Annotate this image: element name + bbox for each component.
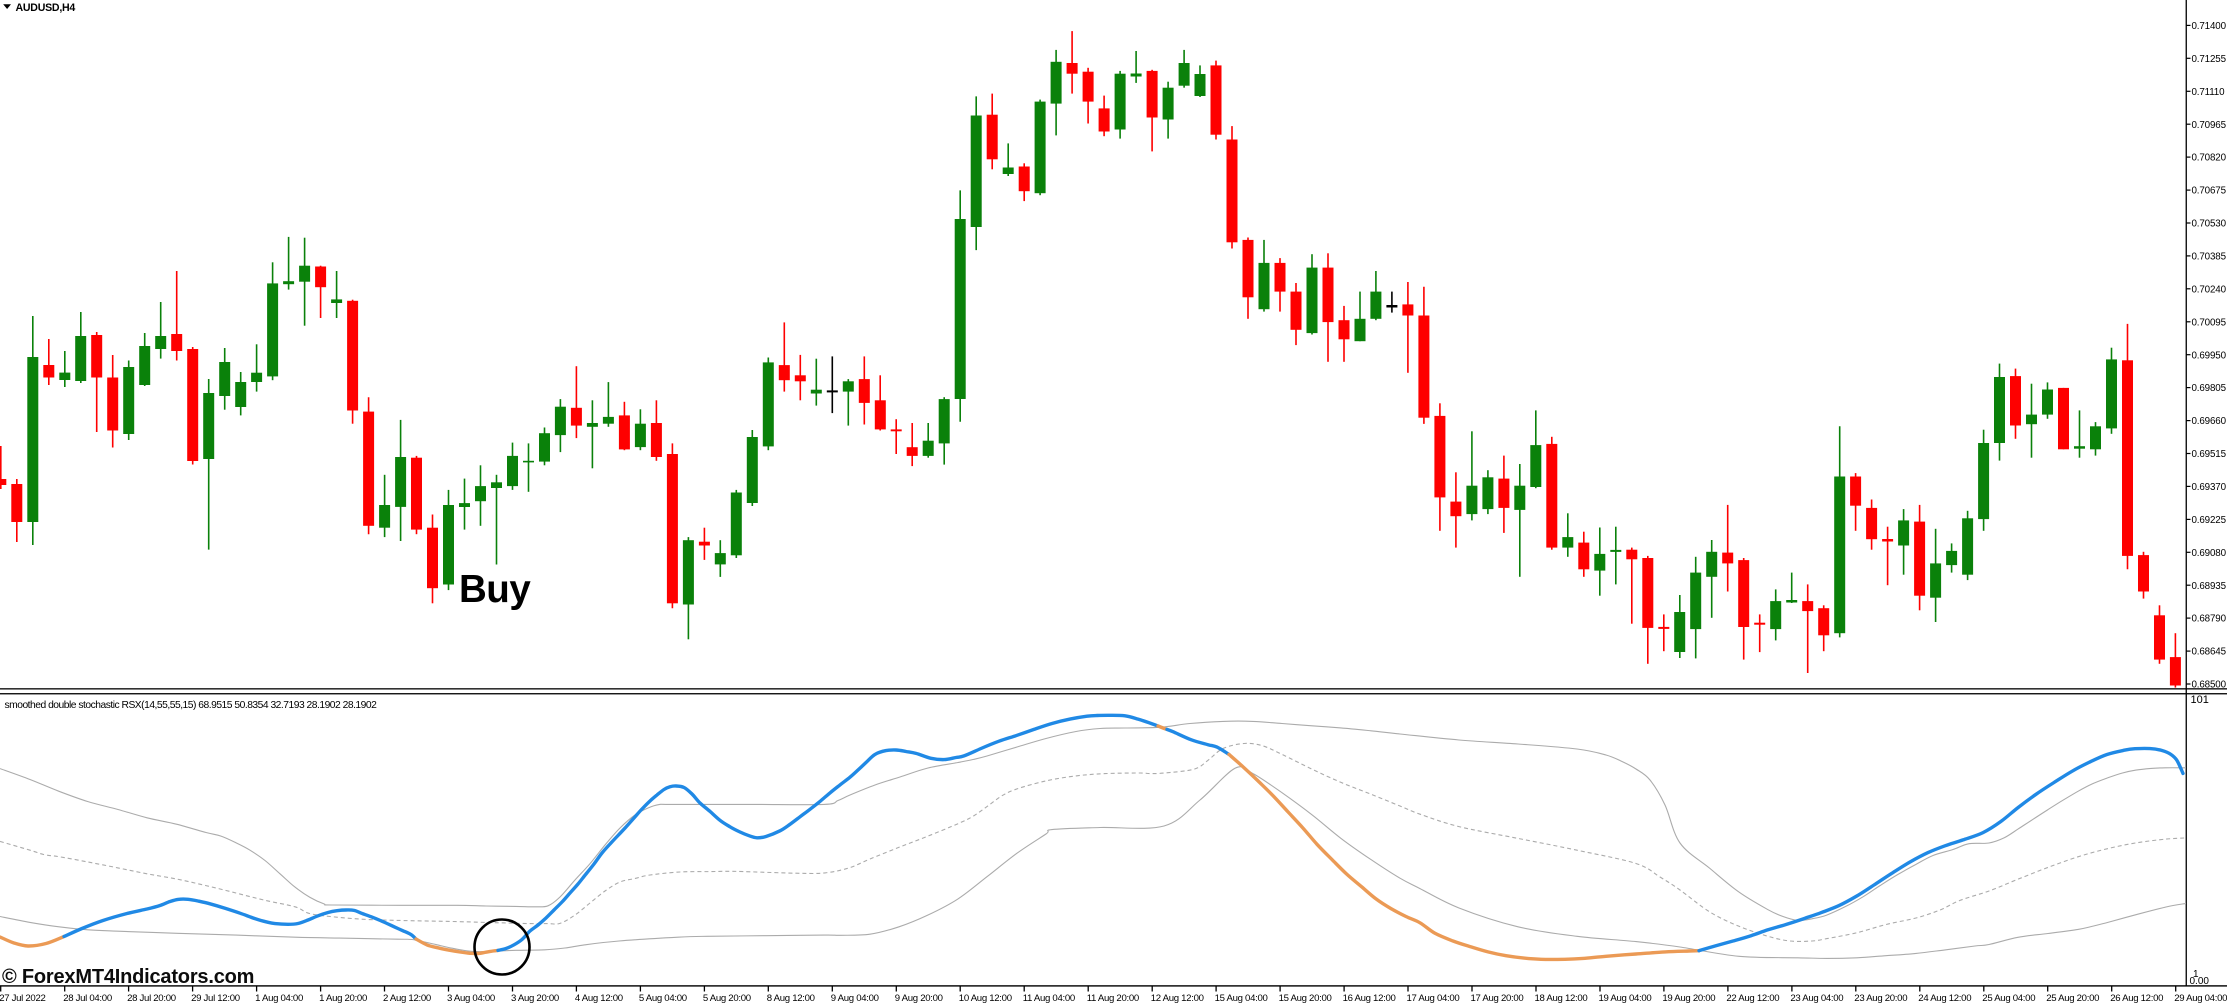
- svg-text:19 Aug 20:00: 19 Aug 20:00: [1662, 993, 1715, 1004]
- svg-text:28 Jul 04:00: 28 Jul 04:00: [63, 993, 112, 1004]
- svg-text:0.69515: 0.69515: [2192, 449, 2227, 460]
- svg-text:8 Aug 12:00: 8 Aug 12:00: [767, 993, 815, 1004]
- svg-text:0.68645: 0.68645: [2192, 647, 2227, 658]
- svg-text:0.70965: 0.70965: [2192, 120, 2227, 131]
- svg-text:0.71255: 0.71255: [2192, 54, 2227, 65]
- svg-text:0.68790: 0.68790: [2192, 614, 2227, 625]
- svg-text:24 Aug 12:00: 24 Aug 12:00: [1918, 993, 1971, 1004]
- svg-text:11 Aug 04:00: 11 Aug 04:00: [1023, 993, 1075, 1004]
- svg-text:10 Aug 12:00: 10 Aug 12:00: [959, 993, 1012, 1004]
- svg-text:15 Aug 04:00: 15 Aug 04:00: [1215, 993, 1268, 1004]
- svg-text:26 Aug 12:00: 26 Aug 12:00: [2110, 993, 2163, 1004]
- svg-text:1: 1: [2193, 969, 2199, 980]
- svg-text:101: 101: [2191, 694, 2209, 706]
- svg-text:0.68935: 0.68935: [2192, 581, 2227, 592]
- svg-text:17 Aug 20:00: 17 Aug 20:00: [1471, 993, 1524, 1004]
- svg-text:0.69950: 0.69950: [2192, 350, 2227, 361]
- svg-text:18 Aug 12:00: 18 Aug 12:00: [1535, 993, 1588, 1004]
- svg-text:0.70820: 0.70820: [2192, 153, 2227, 164]
- svg-text:23 Aug 04:00: 23 Aug 04:00: [1790, 993, 1843, 1004]
- svg-text:17 Aug 04:00: 17 Aug 04:00: [1407, 993, 1460, 1004]
- svg-text:5 Aug 20:00: 5 Aug 20:00: [703, 993, 751, 1004]
- svg-text:29 Aug 04:00: 29 Aug 04:00: [2174, 993, 2227, 1004]
- svg-text:Buy: Buy: [459, 568, 531, 611]
- svg-text:19 Aug 04:00: 19 Aug 04:00: [1599, 993, 1652, 1004]
- svg-text:27 Jul 2022: 27 Jul 2022: [0, 993, 46, 1004]
- svg-text:1 Aug 04:00: 1 Aug 04:00: [255, 993, 303, 1004]
- svg-text:3 Aug 20:00: 3 Aug 20:00: [511, 993, 559, 1004]
- svg-text:9 Aug 20:00: 9 Aug 20:00: [895, 993, 943, 1004]
- svg-text:0.69660: 0.69660: [2192, 416, 2227, 427]
- svg-text:0.71110: 0.71110: [2192, 87, 2226, 98]
- svg-text:0.70530: 0.70530: [2192, 219, 2227, 230]
- svg-text:AUDUSD,H4: AUDUSD,H4: [16, 2, 76, 14]
- svg-text:25 Aug 20:00: 25 Aug 20:00: [2046, 993, 2099, 1004]
- svg-text:11 Aug 20:00: 11 Aug 20:00: [1087, 993, 1139, 1004]
- svg-text:9 Aug 04:00: 9 Aug 04:00: [831, 993, 879, 1004]
- svg-text:15 Aug 20:00: 15 Aug 20:00: [1279, 993, 1332, 1004]
- svg-text:3 Aug 04:00: 3 Aug 04:00: [447, 993, 495, 1004]
- svg-text:0.70240: 0.70240: [2192, 284, 2227, 295]
- svg-text:smoothed double stochastic RSX: smoothed double stochastic RSX(14,55,55,…: [5, 700, 378, 711]
- svg-text:0.70675: 0.70675: [2192, 186, 2227, 197]
- svg-text:29 Jul 12:00: 29 Jul 12:00: [191, 993, 240, 1004]
- svg-text:16 Aug 12:00: 16 Aug 12:00: [1343, 993, 1396, 1004]
- svg-text:0.69225: 0.69225: [2192, 515, 2227, 526]
- svg-text:0.68500: 0.68500: [2192, 680, 2227, 691]
- svg-text:23 Aug 20:00: 23 Aug 20:00: [1854, 993, 1907, 1004]
- svg-text:0.70095: 0.70095: [2192, 317, 2227, 328]
- svg-text:© ForexMT4Indicators.com: © ForexMT4Indicators.com: [2, 966, 254, 988]
- svg-text:1 Aug 20:00: 1 Aug 20:00: [319, 993, 367, 1004]
- svg-text:22 Aug 12:00: 22 Aug 12:00: [1726, 993, 1779, 1004]
- svg-text:12 Aug 12:00: 12 Aug 12:00: [1151, 993, 1204, 1004]
- svg-text:25 Aug 04:00: 25 Aug 04:00: [1982, 993, 2035, 1004]
- svg-text:0.00: 0.00: [2190, 976, 2210, 987]
- svg-text:5 Aug 04:00: 5 Aug 04:00: [639, 993, 687, 1004]
- svg-text:4 Aug 12:00: 4 Aug 12:00: [575, 993, 623, 1004]
- svg-text:0.69080: 0.69080: [2192, 548, 2227, 559]
- svg-text:0.69805: 0.69805: [2192, 383, 2227, 394]
- svg-text:28 Jul 20:00: 28 Jul 20:00: [127, 993, 176, 1004]
- svg-text:0.70385: 0.70385: [2192, 252, 2227, 263]
- svg-text:2 Aug 12:00: 2 Aug 12:00: [383, 993, 431, 1004]
- svg-text:0.71400: 0.71400: [2192, 21, 2227, 32]
- svg-text:0.69370: 0.69370: [2192, 482, 2227, 493]
